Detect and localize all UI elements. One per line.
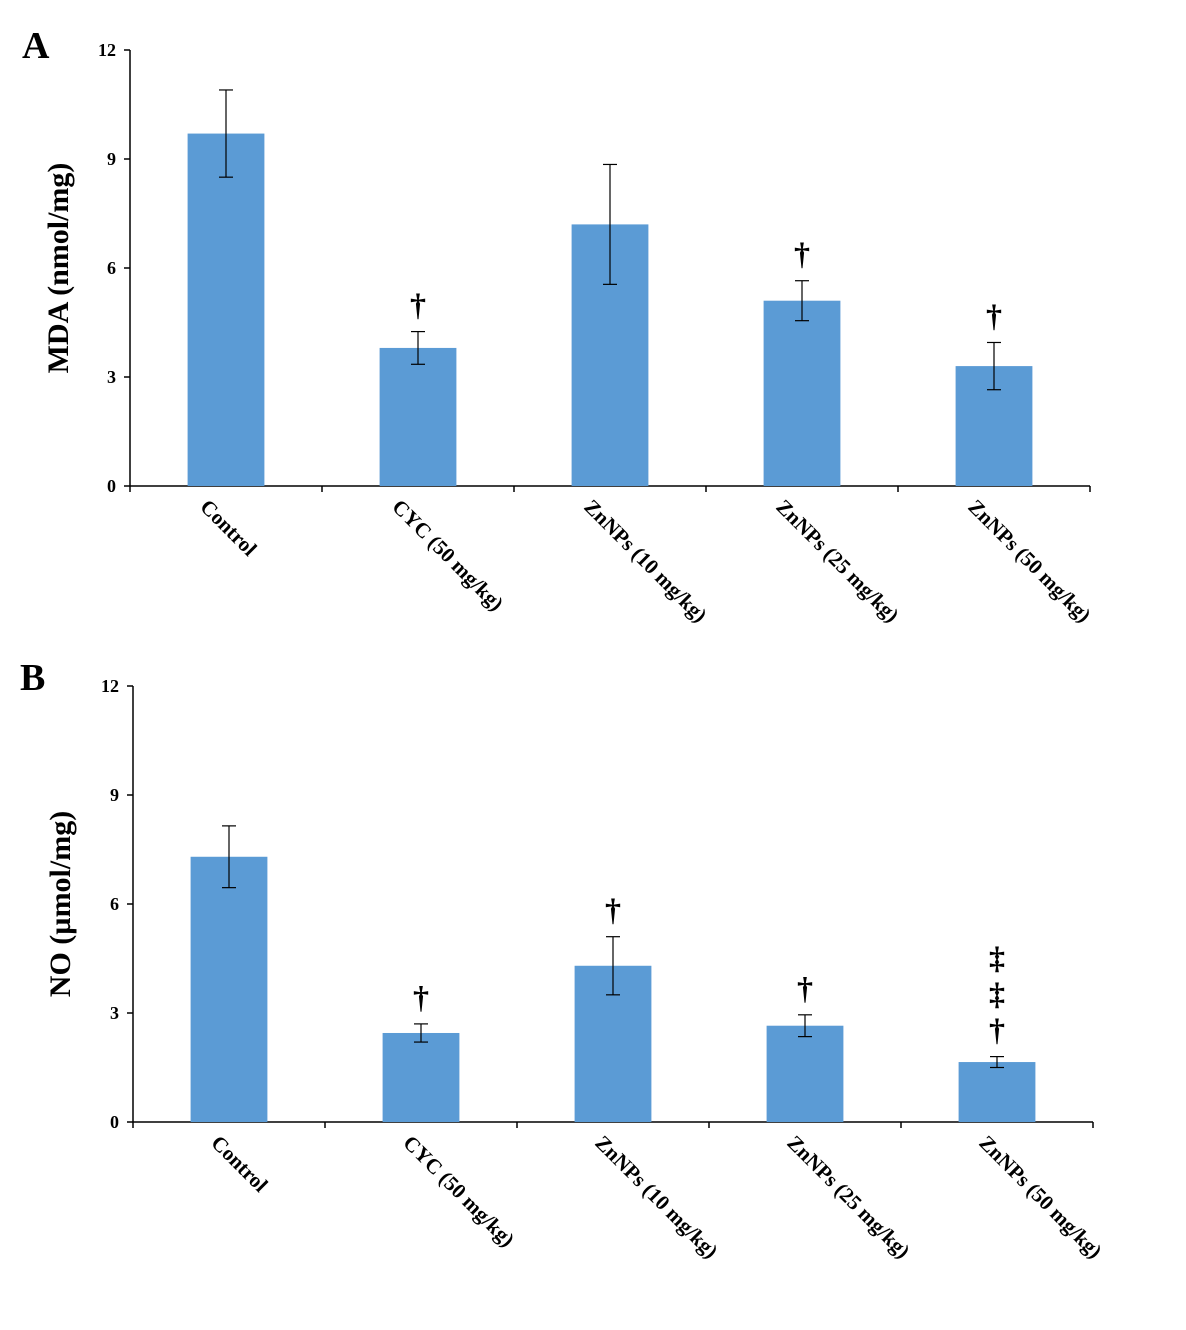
y-tick-label: 3: [107, 367, 116, 387]
y-tick-label: 6: [107, 258, 116, 278]
y-tick-label: 3: [110, 1003, 119, 1023]
x-tick-label: ZnNPs (10 mg/kg): [579, 495, 711, 627]
bar: [379, 347, 457, 486]
significance-marker: ‡: [989, 940, 1005, 976]
x-tick-label: Control: [206, 1131, 272, 1197]
significance-marker: †: [410, 287, 426, 323]
significance-marker: †: [794, 236, 810, 272]
bar: [763, 300, 841, 486]
y-axis-title: NO (µmol/mg): [44, 811, 77, 997]
bar: [187, 133, 265, 487]
significance-marker: ‡: [989, 976, 1005, 1012]
y-tick-label: 0: [107, 476, 116, 496]
panel-label: B: [20, 657, 45, 699]
y-tick-label: 12: [101, 676, 119, 696]
y-tick-label: 9: [110, 785, 119, 805]
bar: [190, 856, 268, 1122]
significance-marker: †: [989, 1012, 1005, 1048]
y-tick-label: 12: [98, 40, 116, 60]
panel-a: A MDA (nmol/mg) 0 3 6 9 12 Control † CYC (50 mg/k…: [22, 25, 1096, 627]
y-axis-title: MDA (nmol/mg): [42, 163, 75, 374]
y-tick-label: 9: [107, 149, 116, 169]
x-tick-label: ZnNPs (50 mg/kg): [963, 495, 1095, 627]
x-tick-label: CYC (50 mg/kg): [398, 1131, 519, 1252]
significance-marker: †: [986, 297, 1002, 333]
bar: [766, 1025, 844, 1122]
y-tick-label: 6: [110, 894, 119, 914]
x-tick-label: ZnNPs (25 mg/kg): [771, 495, 903, 627]
bar: [382, 1032, 460, 1122]
significance-marker: †: [605, 892, 621, 928]
panel-b: B NO (µmol/mg) 0 3 6 9 12 Control † CYC (50 mg/kg…: [20, 657, 1107, 1263]
x-tick-label: ZnNPs (25 mg/kg): [782, 1131, 914, 1263]
y-tick-label: 0: [110, 1112, 119, 1132]
significance-marker: †: [797, 970, 813, 1006]
x-tick-label: ZnNPs (50 mg/kg): [974, 1131, 1106, 1263]
x-tick-label: Control: [195, 495, 261, 561]
significance-marker: †: [413, 979, 429, 1015]
x-tick-label: CYC (50 mg/kg): [387, 495, 508, 616]
bar: [958, 1062, 1036, 1122]
panel-label: A: [22, 25, 50, 67]
x-tick-label: ZnNPs (10 mg/kg): [590, 1131, 722, 1263]
